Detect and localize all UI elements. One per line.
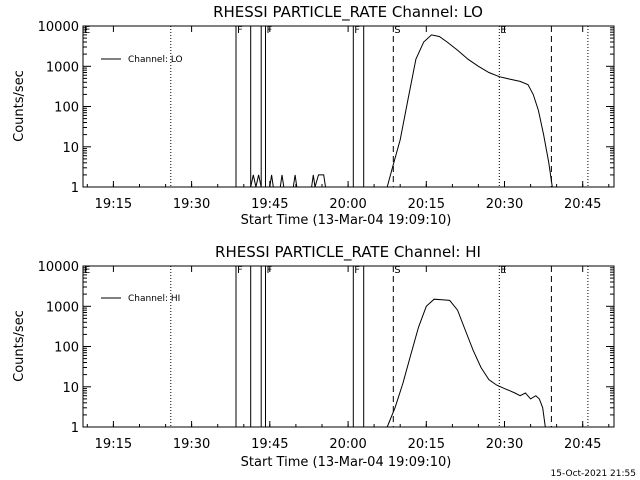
marker-flag-label: F xyxy=(237,265,243,276)
x-tick-label: 20:00 xyxy=(329,437,366,452)
marker-lines: FFFSEE xyxy=(84,25,589,187)
y-tick-label: 1 xyxy=(71,181,79,196)
x-tick-labels: 19:15 19:30 19:45 20:00 20:15 20:30 20:45 xyxy=(95,437,602,452)
y-tick-label: 10 xyxy=(62,141,79,156)
x-tick-label: 19:45 xyxy=(251,197,288,212)
x-tick-label: 20:00 xyxy=(329,197,366,212)
y-tick-marks xyxy=(83,25,614,188)
y-tick-label: 1000 xyxy=(46,300,79,315)
marker-flag-label: S xyxy=(394,265,400,276)
x-tick-label: 19:30 xyxy=(173,437,210,452)
x-axis-label: Start Time (13-Mar-04 19:09:10) xyxy=(241,213,452,228)
chart-title: RHESSI PARTICLE_RATE Channel: HI xyxy=(215,243,481,262)
series-line-path xyxy=(250,34,553,188)
x-axis-label: Start Time (13-Mar-04 19:09:10) xyxy=(241,455,452,470)
y-tick-label: 1 xyxy=(71,421,79,436)
marker-flag-label: F xyxy=(237,25,243,36)
y-tick-label: 1000 xyxy=(46,60,79,75)
y-axis-label: Counts/sec xyxy=(12,310,27,382)
y-tick-label: 10000 xyxy=(38,260,79,275)
x-tick-label: 20:15 xyxy=(408,437,445,452)
marker-flag-label: E xyxy=(84,265,90,276)
footer-date: 15-Oct-2021 21:55 xyxy=(551,469,636,479)
marker-flag-label: S xyxy=(394,25,400,36)
x-tick-label: 20:15 xyxy=(408,197,445,212)
x-tick-label: 19:30 xyxy=(173,197,210,212)
y-tick-label: 100 xyxy=(54,341,79,356)
y-tick-labels: 1 10 100 1000 10000 xyxy=(38,260,79,436)
y-tick-label: 10 xyxy=(62,381,79,396)
series-line xyxy=(386,298,546,428)
y-tick-label: 10000 xyxy=(38,20,79,35)
y-tick-marks xyxy=(83,265,614,428)
x-tick-label: 20:30 xyxy=(486,437,523,452)
x-tick-label: 20:45 xyxy=(564,437,601,452)
x-tick-label: 20:30 xyxy=(486,197,523,212)
x-tick-marks xyxy=(86,26,610,187)
series-line-path xyxy=(386,298,546,428)
panel-hi: RHESSI PARTICLE_RATE Channel: HI FFFSEE … xyxy=(12,243,615,470)
panel-lo: RHESSI PARTICLE_RATE Channel: LO FFFSEE … xyxy=(12,3,615,228)
x-tick-label: 20:45 xyxy=(564,197,601,212)
chart-title: RHESSI PARTICLE_RATE Channel: LO xyxy=(213,3,483,22)
marker-flag-label: F xyxy=(354,25,360,36)
y-tick-labels: 1 10 100 1000 10000 xyxy=(38,20,79,196)
legend-label: Channel: LO xyxy=(128,55,183,65)
legend-label: Channel: HI xyxy=(128,294,180,304)
series-line xyxy=(250,34,553,188)
x-tick-marks xyxy=(86,266,610,427)
y-tick-label: 100 xyxy=(54,101,79,116)
x-tick-label: 19:15 xyxy=(95,197,132,212)
marker-flag-label: E xyxy=(84,25,90,36)
x-tick-labels: 19:15 19:30 19:45 20:00 20:15 20:30 20:45 xyxy=(95,197,602,212)
marker-flag-label: F xyxy=(354,265,360,276)
x-tick-label: 19:15 xyxy=(95,437,132,452)
marker-flag-label: E xyxy=(500,265,506,276)
x-tick-label: 19:45 xyxy=(251,437,288,452)
marker-flag-label: E xyxy=(500,25,506,36)
y-axis-label: Counts/sec xyxy=(12,70,27,142)
